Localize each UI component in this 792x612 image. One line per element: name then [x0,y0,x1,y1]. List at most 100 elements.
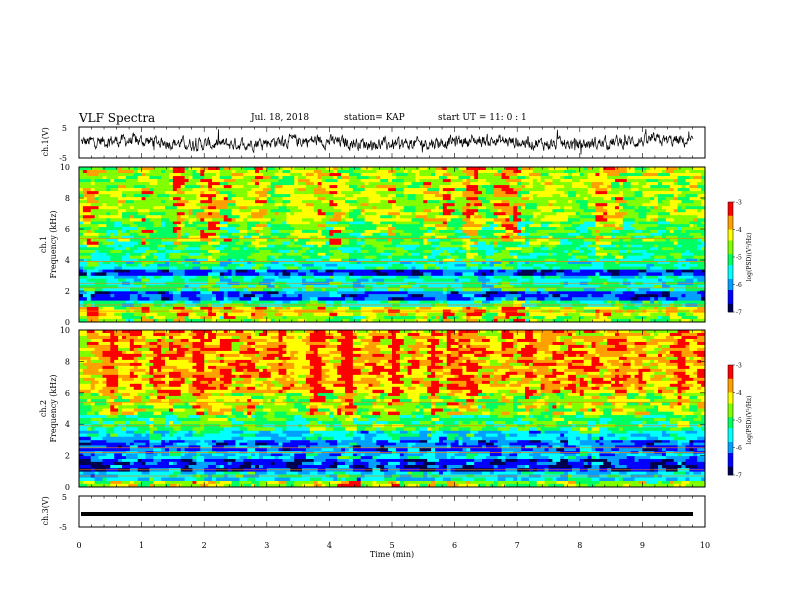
spectrogram-cell [302,458,315,463]
spectrogram-cell [654,206,659,210]
spectrogram-cell [196,306,201,310]
spectrogram-cell [618,278,624,282]
spectrogram-cell [290,297,303,301]
spectrogram-cell [258,232,264,237]
spectrogram-cell [399,212,412,216]
spectrogram-cell [145,461,158,466]
spectrogram-cell [481,235,487,239]
spectrogram-cell [525,261,530,265]
spectrogram-cell [317,300,322,304]
spectrogram-cell [223,215,228,219]
spectrogram-cell [294,215,307,219]
spectrogram-cell [356,477,361,482]
spectrogram-cell [251,480,256,485]
spectrogram-cell [172,229,178,234]
spectrogram-cell [110,235,123,239]
spectrogram-cell [356,294,369,298]
spectrogram-cell [321,194,334,198]
spectrogram-cell [450,284,463,289]
spectrogram-cell [532,297,538,301]
spectrogram-cell [223,471,236,475]
spectrogram-cell [638,263,647,267]
spectrogram-cell [571,477,581,482]
spectrogram-cell [145,250,158,254]
spectrogram-cell [673,297,678,301]
spectrogram-cell [701,179,706,183]
spectrogram-cell [450,194,463,198]
spectrogram-cell [282,272,291,276]
spectrogram-cell [560,477,569,482]
spectrogram-cell [532,471,545,475]
spectrogram-cell [419,258,428,262]
spectrogram-cell [208,480,217,485]
spectrogram-cell [525,241,530,245]
spectrogram-cell [345,278,358,282]
spectrogram-cell [176,197,182,201]
spectrogram-cell [274,272,279,276]
spectrogram-cell [701,477,706,482]
spectrogram-cell [458,255,467,259]
spectrogram-cell [497,461,506,466]
spectrogram-cell [388,229,393,234]
spectrogram-cell [642,306,655,310]
spectrogram-cell [489,300,502,304]
spectrogram-cell [654,209,667,213]
spectrogram-cell [466,315,471,320]
spectrogram-cell [149,477,154,482]
spectrogram-cell [470,261,483,265]
spectrogram-cell [583,250,592,254]
spectrogram-cell [521,315,534,320]
spectrogram-cell [470,182,479,186]
spectrogram-cell [571,173,581,177]
spectrogram-cell [356,241,365,245]
spectrogram-cell [157,471,166,475]
spectrogram-cell [599,275,612,279]
spectrogram-cell [333,227,346,231]
spectrogram-cell [384,247,393,251]
spectrogram-cell [446,263,451,267]
spectrogram-cell [329,461,334,466]
spectrogram-cell [654,269,667,273]
spectrogram-cell [634,227,647,231]
spectrogram-cell [274,287,283,292]
spectrogram-cell [141,173,146,177]
spectrogram-cell [282,221,287,225]
spectrogram-cell [235,287,244,292]
spectrogram-cell [341,244,354,248]
spectrogram-cell [552,261,557,265]
spectrogram-cell [685,278,694,282]
spectrogram-cell [548,179,553,183]
spectrogram-cell [548,206,561,210]
spectrogram-cell [438,266,444,270]
spectrogram-cell [509,235,514,239]
spectrogram-cell [446,221,455,225]
spectrogram-cell [478,269,491,273]
spectrogram-cell [450,218,463,222]
spectrogram-cell [665,197,675,201]
spectrogram-cell [509,261,514,265]
spectrogram-cell [208,167,221,171]
spectrogram-cell [493,227,506,231]
spectrogram-cell [622,227,635,231]
spectrogram-cell [321,461,326,466]
spectrogram-cell [556,232,561,237]
spectrogram-cell [470,247,479,251]
spectrogram-cell [282,247,287,251]
spectrogram-cell [669,318,674,323]
spectrogram-cell [395,173,408,177]
spectrogram-cell [548,266,553,270]
spectrogram-cell [411,252,420,256]
colorbar-cell [728,290,733,294]
spectrogram-cell [438,188,444,192]
spectrogram-cell [681,247,690,251]
spectrogram-cell [266,167,275,171]
spectrogram-cell [489,278,502,282]
spectrogram-cell [106,203,119,207]
spectrogram-cell [489,471,495,475]
spectrogram-cell [302,200,315,204]
spectrogram-cell [693,278,698,282]
spectrogram-cell [290,272,299,276]
spectrogram-cell [689,266,702,270]
spectrogram-cell [513,209,518,213]
spectrogram-cell [485,255,495,259]
